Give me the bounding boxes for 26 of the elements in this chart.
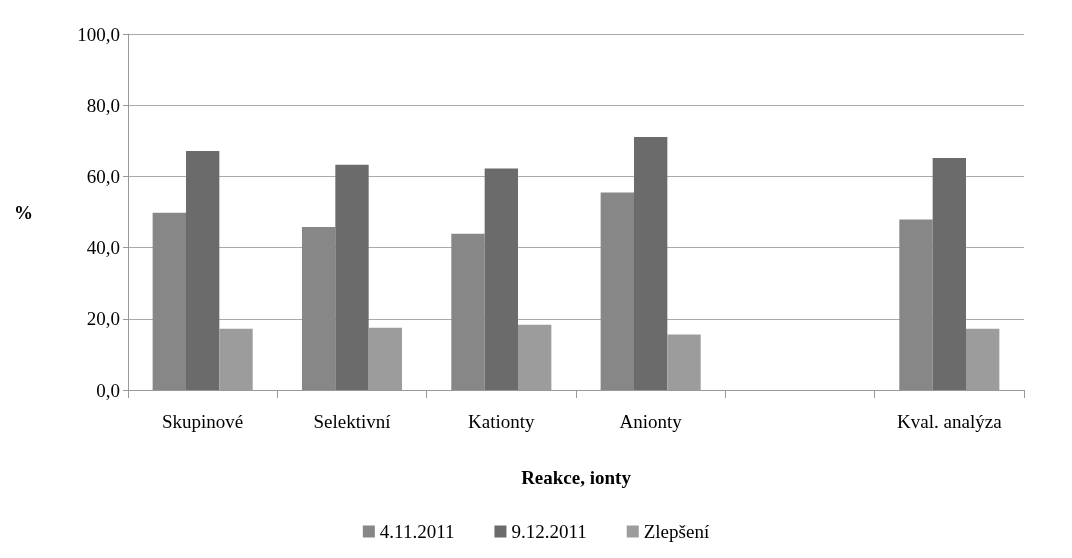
y-axis-title: % — [14, 201, 33, 223]
bar — [899, 219, 933, 390]
bar — [335, 164, 369, 390]
y-tick-label: 20,0 — [86, 308, 120, 330]
bar — [301, 226, 336, 390]
legend-label: 4.11.2011 — [379, 521, 455, 542]
x-tick-label: Anionty — [619, 411, 683, 432]
y-tick-label: 100,0 — [77, 23, 120, 45]
x-axis-title: Reakce, ionty — [521, 467, 632, 488]
bar — [484, 168, 519, 390]
bar — [932, 157, 967, 390]
legend-label: Zlepšení — [643, 521, 710, 542]
y-tick-label: 60,0 — [86, 165, 120, 187]
x-tick-label: Selektivní — [313, 411, 392, 432]
bar — [185, 151, 220, 390]
bar — [152, 212, 186, 390]
y-tick-label: 0,0 — [96, 379, 120, 401]
x-tick-label: Skupinové — [162, 411, 244, 432]
bar — [633, 136, 668, 390]
x-tick-label: Kval. analýza — [897, 411, 1003, 432]
bar — [451, 233, 485, 390]
legend-label: 9.12.2011 — [511, 521, 587, 542]
bar — [600, 192, 634, 390]
y-tick-label: 40,0 — [86, 237, 120, 259]
y-tick-label: 80,0 — [86, 94, 120, 116]
x-tick-label: Kationty — [468, 411, 536, 432]
